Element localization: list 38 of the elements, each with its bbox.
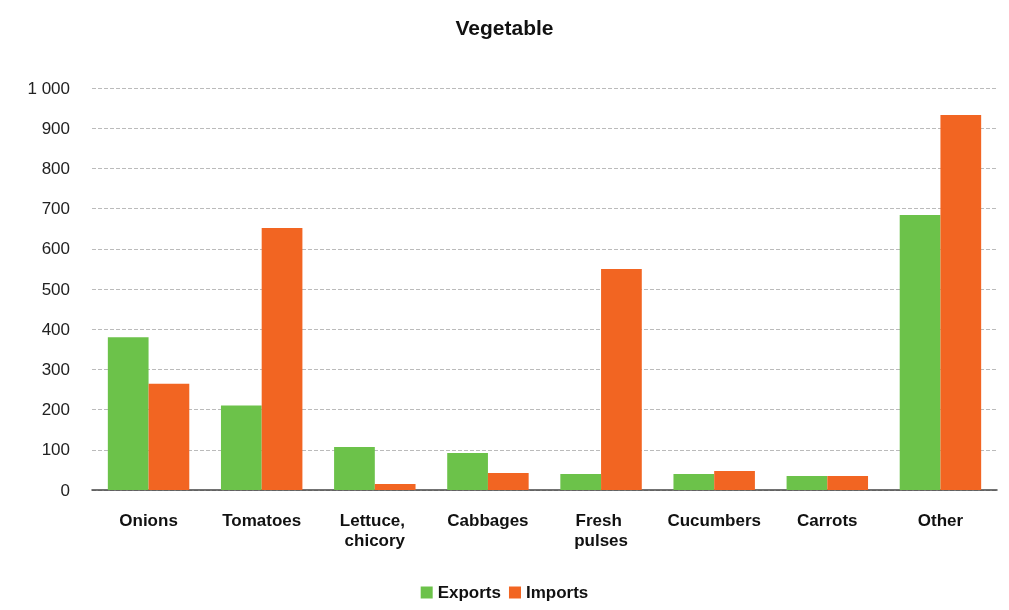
bar [334, 446, 375, 490]
y-tick-label: 900 [41, 118, 70, 138]
bar [827, 475, 869, 490]
bar [714, 471, 755, 490]
y-tick-label: 600 [41, 239, 70, 259]
y-tick-label: 300 [41, 359, 70, 379]
x-tick-label: Other [917, 510, 964, 530]
y-tick-label: 100 [41, 440, 70, 460]
bar [447, 453, 488, 490]
bar [220, 405, 262, 490]
x-tick-label: Fresh pulses [574, 510, 628, 550]
bar [786, 475, 828, 490]
bar [148, 383, 190, 490]
x-tick-label: Cucumbers [667, 510, 761, 530]
x-tick-label: Lettuce, chicory [339, 510, 410, 550]
bar [487, 473, 529, 490]
y-tick-label: 700 [41, 199, 70, 219]
x-tick-label: Carrots [797, 510, 858, 530]
y-tick-label: 800 [41, 158, 70, 178]
bar [673, 473, 715, 490]
y-tick-label: 0 [60, 480, 70, 500]
bar [107, 337, 149, 490]
x-tick-label: Cabbages [447, 510, 529, 530]
y-tick-label: 1 000 [27, 78, 70, 98]
bar [261, 227, 303, 490]
legend-label: Imports [525, 583, 589, 602]
bar [560, 473, 602, 490]
bar [374, 483, 416, 490]
legend-label: Exports [437, 583, 501, 602]
bar [601, 268, 642, 490]
bar [899, 215, 941, 490]
chart-title: Vegetable [455, 16, 554, 39]
y-tick-label: 500 [41, 279, 70, 299]
bar [940, 114, 982, 490]
y-tick-label: 400 [41, 319, 70, 339]
x-tick-label: Onions [119, 510, 178, 530]
x-tick-label: Tomatoes [222, 510, 302, 530]
y-tick-label: 200 [41, 400, 70, 420]
